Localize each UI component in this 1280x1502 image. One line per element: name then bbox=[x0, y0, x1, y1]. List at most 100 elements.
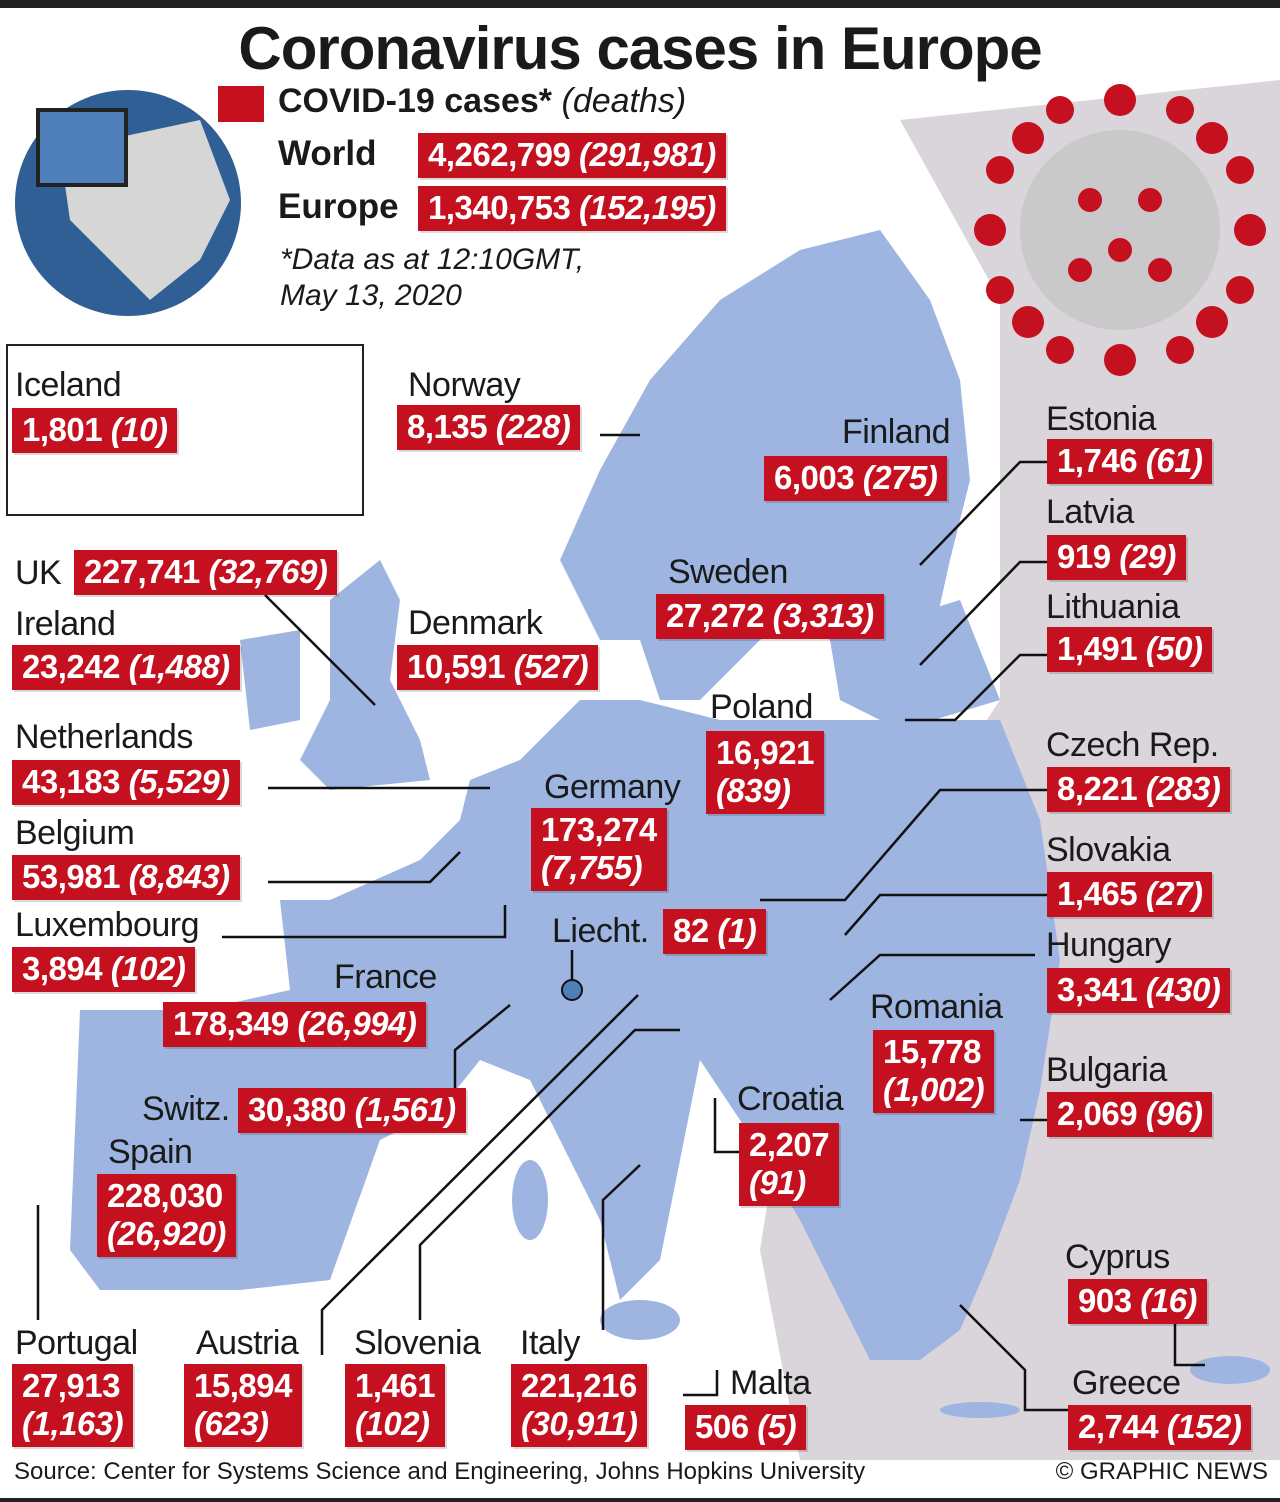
country-name-luxembourg: Luxembourg bbox=[15, 906, 200, 944]
deaths: (430) bbox=[1145, 971, 1221, 1008]
country-name-poland: Poland bbox=[710, 688, 813, 726]
country-stats-germany: 173,274 (7,755) bbox=[531, 808, 667, 891]
uk-landmass bbox=[300, 560, 430, 790]
country-stats-netherlands: 43,183 (5,529) bbox=[12, 760, 240, 805]
deaths: (839) bbox=[716, 772, 791, 809]
country-stats-croatia: 2,207 (91) bbox=[739, 1123, 840, 1206]
cases: 1,491 bbox=[1057, 630, 1138, 667]
note-line: *Data as at 12:10GMT, bbox=[280, 243, 585, 276]
country-stats-bulgaria: 2,069 (96) bbox=[1047, 1092, 1213, 1137]
country-name-latvia: Latvia bbox=[1046, 493, 1134, 531]
cases: 1,801 bbox=[22, 411, 103, 448]
cases: 3,341 bbox=[1057, 971, 1138, 1008]
country-name-estonia: Estonia bbox=[1046, 400, 1156, 438]
cases: 506 bbox=[695, 1408, 749, 1445]
europe-total-box: 1,340,753 (152,195) bbox=[418, 186, 726, 231]
cases: 6,003 bbox=[774, 459, 855, 496]
deaths: (283) bbox=[1145, 770, 1221, 807]
deaths: (8,843) bbox=[128, 858, 231, 895]
country-stats-poland: 16,921 (839) bbox=[706, 731, 824, 814]
cases: 173,274 bbox=[541, 811, 657, 848]
country-stats-czech-rep: 8,221 (283) bbox=[1047, 767, 1231, 812]
cases: 4,262,799 bbox=[428, 136, 571, 173]
legend-swatch bbox=[218, 86, 264, 122]
country-stats-spain: 228,030 (26,920) bbox=[97, 1174, 236, 1257]
country-name-italy: Italy bbox=[520, 1324, 580, 1362]
country-name-germany: Germany bbox=[544, 768, 681, 806]
country-name-france: France bbox=[334, 958, 437, 996]
deaths: (50) bbox=[1145, 630, 1203, 667]
deaths: (5) bbox=[757, 1408, 797, 1445]
deaths: (32,769) bbox=[208, 553, 328, 590]
cases: 919 bbox=[1057, 538, 1111, 575]
country-stats-denmark: 10,591 (527) bbox=[397, 645, 599, 690]
country-stats-hungary: 3,341 (430) bbox=[1047, 968, 1231, 1013]
country-name-switz: Switz. bbox=[142, 1090, 230, 1128]
deaths: (30,911) bbox=[521, 1405, 638, 1442]
deaths: (291,981) bbox=[578, 136, 716, 173]
deaths: (5,529) bbox=[128, 763, 231, 800]
credit: © GRAPHIC NEWS bbox=[1055, 1458, 1268, 1485]
cases: 30,380 bbox=[248, 1091, 346, 1128]
cases: 2,207 bbox=[749, 1126, 830, 1163]
deaths: (61) bbox=[1145, 442, 1203, 479]
country-stats-greece: 2,744 (152) bbox=[1068, 1405, 1252, 1450]
country-name-uk: UK bbox=[15, 554, 62, 592]
country-name-malta: Malta bbox=[730, 1364, 811, 1402]
country-name-hungary: Hungary bbox=[1046, 926, 1172, 964]
top-rule bbox=[0, 0, 1280, 8]
sardinia-landmass bbox=[512, 1160, 548, 1240]
deaths: (26,920) bbox=[107, 1215, 226, 1252]
deaths: (96) bbox=[1145, 1095, 1203, 1132]
country-name-austria: Austria bbox=[196, 1324, 299, 1362]
cases: 43,183 bbox=[22, 763, 120, 800]
cases: 27,913 bbox=[22, 1367, 120, 1404]
sicily-landmass bbox=[600, 1300, 680, 1340]
country-stats-lithuania: 1,491 (50) bbox=[1047, 627, 1213, 672]
deaths: (1,488) bbox=[128, 648, 231, 685]
country-name-croatia: Croatia bbox=[737, 1080, 844, 1118]
cases: 3,894 bbox=[22, 950, 103, 987]
cases: 178,349 bbox=[173, 1005, 289, 1042]
page-title: Coronavirus cases in Europe bbox=[238, 15, 1042, 82]
deaths: (152) bbox=[1166, 1408, 1242, 1445]
europe-label: Europe bbox=[278, 187, 399, 226]
country-name-netherlands: Netherlands bbox=[15, 718, 193, 756]
cases: 2,069 bbox=[1057, 1095, 1138, 1132]
country-name-romania: Romania bbox=[870, 988, 1003, 1026]
country-stats-norway: 8,135 (228) bbox=[397, 405, 581, 450]
cases: 23,242 bbox=[22, 648, 120, 685]
globe-europe-frame bbox=[36, 108, 128, 187]
country-stats-switz: 30,380 (1,561) bbox=[238, 1088, 466, 1133]
country-name-iceland: Iceland bbox=[15, 366, 122, 404]
cases: 1,746 bbox=[1057, 442, 1138, 479]
cases: 903 bbox=[1078, 1282, 1132, 1319]
deaths: (3,313) bbox=[772, 597, 875, 634]
country-name-cyprus: Cyprus bbox=[1065, 1238, 1170, 1276]
note-line: May 13, 2020 bbox=[280, 279, 462, 312]
country-name-sweden: Sweden bbox=[668, 553, 788, 591]
data-note: *Data as at 12:10GMT, May 13, 2020 bbox=[280, 242, 584, 314]
deaths: (152,195) bbox=[578, 189, 716, 226]
country-name-spain: Spain bbox=[108, 1133, 193, 1171]
deaths: (10) bbox=[110, 411, 168, 448]
country-stats-belgium: 53,981 (8,843) bbox=[12, 855, 240, 900]
country-stats-romania: 15,778 (1,002) bbox=[873, 1030, 995, 1113]
cases: 15,894 bbox=[194, 1367, 292, 1404]
deaths: (228) bbox=[495, 408, 571, 445]
cyprus-landmass bbox=[1190, 1356, 1270, 1384]
deaths: (102) bbox=[355, 1405, 430, 1442]
legend-cases-label: COVID-19 cases* bbox=[278, 82, 553, 120]
cases: 228,030 bbox=[107, 1177, 223, 1214]
deaths: (26,994) bbox=[297, 1005, 417, 1042]
deaths: (1,002) bbox=[883, 1071, 985, 1108]
country-stats-iceland: 1,801 (10) bbox=[12, 408, 178, 453]
country-stats-italy: 221,216 (30,911) bbox=[511, 1364, 648, 1447]
cases: 15,778 bbox=[883, 1033, 981, 1070]
country-stats-liecht: 82 (1) bbox=[663, 909, 767, 954]
coronavirus-icon bbox=[974, 84, 1266, 376]
deaths: (1) bbox=[717, 912, 757, 949]
country-stats-uk: 227,741 (32,769) bbox=[74, 550, 338, 595]
legend-deaths-label: (deaths) bbox=[561, 82, 687, 120]
country-stats-slovenia: 1,461 (102) bbox=[345, 1364, 446, 1447]
